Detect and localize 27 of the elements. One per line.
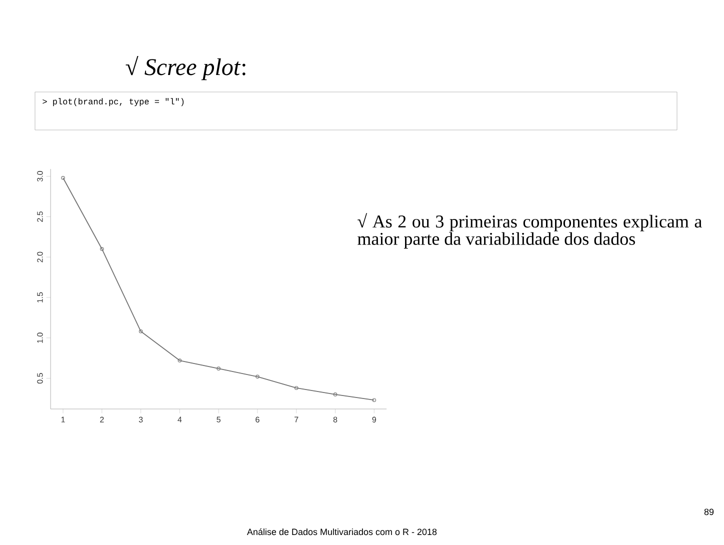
x-tick-label: 3	[138, 416, 143, 422]
x-tick-label: 7	[294, 416, 298, 422]
y-tick-label: 2.0	[37, 252, 43, 262]
point	[100, 247, 104, 251]
y-tick-label: 3.0	[37, 171, 43, 182]
point	[216, 366, 220, 370]
x-tick-label: 9	[372, 416, 376, 422]
text: > plot(brand.pc, type = "l")	[42, 98, 184, 106]
point	[138, 330, 143, 334]
text: Análise de Dados Multivariados com o R - 2018	[246, 528, 437, 536]
point	[294, 386, 298, 390]
text: 89	[704, 508, 714, 516]
x-tick-label: 4	[178, 416, 182, 422]
y-tick-label: 2.5	[37, 211, 43, 222]
y-tick-label: 1.0	[37, 332, 43, 343]
x-tick-label: 6	[256, 416, 260, 422]
x-tick-label: 8	[333, 416, 338, 422]
y-tick-label: 0.5	[37, 373, 43, 384]
point	[256, 374, 260, 379]
x-tick-label: 1	[61, 416, 65, 422]
point	[333, 392, 338, 396]
chart-title: √ Scree plot:	[126, 56, 246, 80]
x-tick-label: 2	[100, 416, 104, 422]
point	[178, 358, 182, 362]
x-tick-label: 5	[216, 416, 220, 422]
y-tick-label: 1.5	[37, 292, 43, 302]
annotation: √ As 2 ou 3 primeiras componentes explicam a maior parte da variabilidade dos dados	[358, 213, 702, 249]
